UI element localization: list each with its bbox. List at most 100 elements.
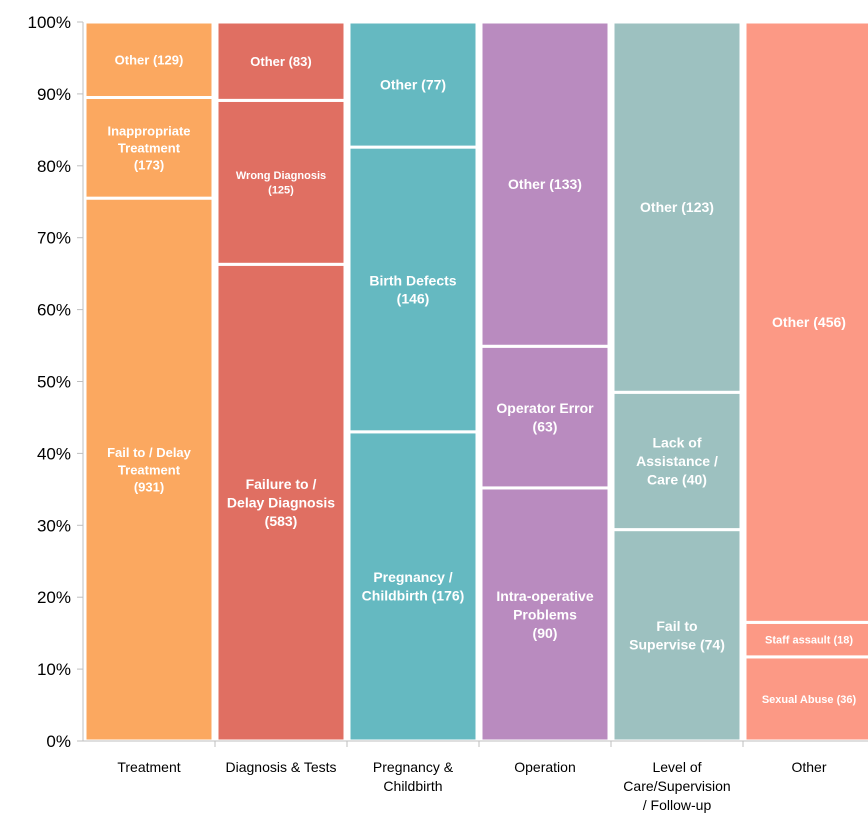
segment-label-line: Operator Error	[496, 400, 594, 416]
y-tick-label: 10%	[37, 660, 71, 679]
segment-label: Birth Defects (146)	[369, 272, 456, 306]
segment-label: Fail to / Delay Treatment (931)	[107, 445, 192, 494]
segment-label: Lack of Assistance / Care (40)	[636, 435, 718, 488]
x-tick-label-line: Other	[791, 759, 826, 775]
segment-label-line: Wrong Diagnosis	[236, 170, 326, 182]
x-tick-label-line: Diagnosis & Tests	[225, 759, 336, 775]
segment-level-of-care-supervision-follow-up-other	[611, 20, 743, 394]
x-tick-label-line: Care/Supervision	[623, 778, 730, 794]
segment-treatment-other	[83, 20, 215, 99]
x-tick-label: Pregnancy & Childbirth	[373, 759, 454, 794]
segment-label: Other (456)	[772, 314, 846, 330]
segment-treatment-inappropriate-treatment	[83, 95, 215, 200]
x-tick-label-line: Treatment	[117, 759, 180, 775]
segment-operation-other	[479, 20, 611, 348]
segment-label-line: Failure to /	[246, 476, 317, 492]
y-tick-label: 60%	[37, 301, 71, 320]
segment-label-line: Other (123)	[640, 199, 714, 215]
x-axis: Treatment Diagnosis & Tests Pregnancy & Chi…	[83, 740, 868, 813]
segment-label-line: Treatment	[118, 462, 181, 477]
segment-label: Operator Error (63)	[496, 400, 594, 434]
segment-label-line: Other (133)	[508, 176, 582, 192]
segment-label-line: (90)	[533, 625, 558, 641]
y-tick-label: 0%	[46, 732, 71, 751]
segment-treatment-fail-to-delay-treatment	[83, 196, 215, 743]
segment-label-line: (931)	[134, 479, 164, 494]
y-tick-label: 90%	[37, 85, 71, 104]
segment-diagnosis-and-tests-other	[215, 20, 347, 102]
segment-other-other	[743, 20, 868, 624]
x-tick-label: Level of Care/Supervision / Follow-up	[623, 759, 730, 813]
segment-label-line: Problems	[513, 606, 577, 622]
segment-label-line: Other (77)	[380, 77, 446, 93]
segment-operation-operator-error	[479, 344, 611, 490]
segment-label-line: Care (40)	[647, 471, 707, 487]
y-tick-label: 40%	[37, 444, 71, 463]
segment-operation-intra-operative-problems	[479, 486, 611, 743]
y-tick-label: 70%	[37, 229, 71, 248]
segment-label-line: (63)	[533, 418, 558, 434]
column-treatment: Fail to / Delay Treatment (931) Inappropria…	[83, 20, 215, 743]
segment-label-line: Fail to / Delay	[107, 445, 192, 460]
y-axis: 0% 10% 20% 30% 40% 50% 60% 70% 80% 90% 100%	[28, 13, 84, 751]
column-other: Sexual Abuse (36) Staff assault (18) Other…	[743, 20, 868, 743]
segment-label-line: Delay Diagnosis	[227, 495, 335, 511]
x-tick-label: Other	[791, 759, 826, 775]
segment-label-line: Intra-operative	[496, 588, 593, 604]
segment-label: Other (123)	[640, 199, 714, 215]
segment-label-line: Inappropriate	[107, 123, 190, 138]
column-level-of-care-supervision-follow-up: Fail to Supervise (74) Lack of Assistance /…	[611, 20, 743, 743]
segment-label-line: Pregnancy /	[373, 569, 452, 585]
segment-label-line: (583)	[265, 513, 298, 529]
segment-label-line: Fail to	[656, 618, 697, 634]
y-tick-label: 50%	[37, 373, 71, 392]
x-tick-label-line: Operation	[514, 759, 575, 775]
segment-label-line: (173)	[134, 158, 164, 173]
segment-label-line: Assistance /	[636, 453, 718, 469]
segment-label: Staff assault (18)	[765, 635, 853, 647]
segment-label-line: Birth Defects	[369, 272, 456, 288]
x-tick-label-line: Pregnancy &	[373, 759, 454, 775]
segment-label-line: (146)	[397, 291, 430, 307]
segment-label: Inappropriate Treatment (173)	[107, 123, 190, 172]
segment-label: Intra-operative Problems (90)	[496, 588, 593, 641]
segment-label-line: Staff assault (18)	[765, 635, 853, 647]
segment-label: Failure to / Delay Diagnosis (583)	[227, 476, 335, 529]
segment-label: Sexual Abuse (36)	[762, 694, 857, 706]
y-tick-label: 30%	[37, 516, 71, 535]
segment-level-of-care-supervision-follow-up-fail-to-supervise	[611, 528, 743, 743]
segment-label: Other (83)	[250, 54, 311, 69]
segment-pregnancy-and-childbirth-birth-defects	[347, 145, 479, 434]
segment-label: Fail to Supervise (74)	[629, 618, 725, 652]
segment-label: Other (77)	[380, 77, 446, 93]
segment-label-line: (125)	[268, 185, 294, 197]
segment-pregnancy-and-childbirth-pregnancy-childbirth	[347, 430, 479, 743]
segment-label: Other (129)	[115, 52, 184, 67]
segment-label-line: Supervise (74)	[629, 637, 725, 653]
y-tick-label: 20%	[37, 588, 71, 607]
segment-label: Other (133)	[508, 176, 582, 192]
segment-label: Wrong Diagnosis (125)	[236, 170, 326, 197]
y-tick-label: 100%	[28, 13, 71, 32]
segment-label-line: Other (129)	[115, 52, 184, 67]
segment-label: Pregnancy / Childbirth (176)	[362, 569, 465, 603]
x-tick-label-line: Childbirth	[383, 778, 442, 794]
segment-label-line: Treatment	[118, 141, 181, 156]
segment-label-line: Other (83)	[250, 54, 311, 69]
segment-label-line: Other (456)	[772, 314, 846, 330]
segment-diagnosis-and-tests-wrong-diagnosis	[215, 98, 347, 266]
column-operation: Intra-operative Problems (90) Operator Erro…	[479, 20, 611, 743]
x-tick-label: Diagnosis & Tests	[225, 759, 336, 775]
segment-label-line: Sexual Abuse (36)	[762, 694, 857, 706]
column-pregnancy-and-childbirth: Pregnancy / Childbirth (176) Birth Defects…	[347, 20, 479, 743]
x-tick-label-line: Level of	[652, 759, 701, 775]
x-tick-label: Treatment	[117, 759, 180, 775]
x-tick-label: Operation	[514, 759, 575, 775]
y-tick-label: 80%	[37, 157, 71, 176]
segment-level-of-care-supervision-follow-up-lack-of-assistance-care	[611, 390, 743, 532]
segment-pregnancy-and-childbirth-other	[347, 20, 479, 149]
segment-label-line: Childbirth (176)	[362, 588, 465, 604]
segment-label-line: Lack of	[652, 435, 701, 451]
column-diagnosis-and-tests: Failure to / Delay Diagnosis (583) Wrong Di…	[215, 20, 347, 743]
